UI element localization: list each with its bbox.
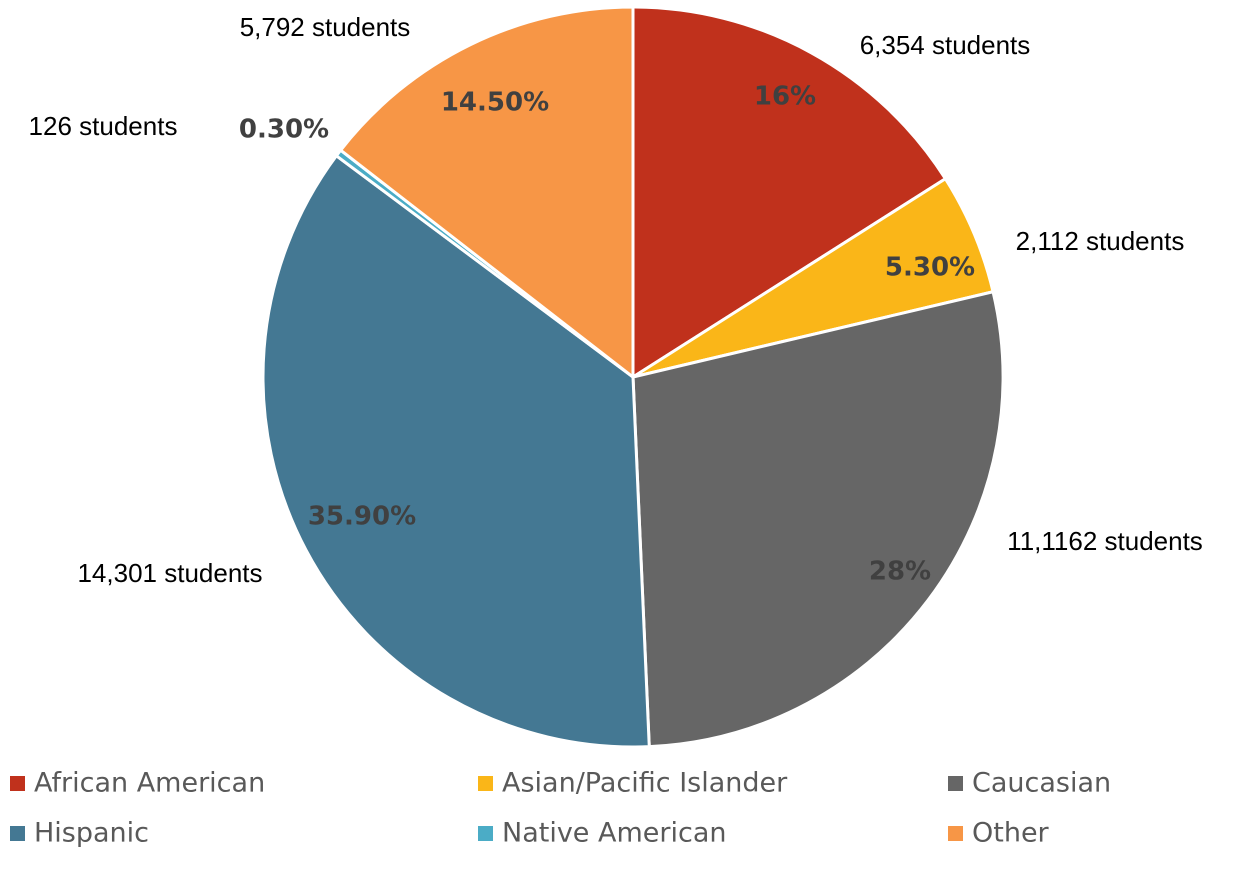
count-label: 2,112 students: [1016, 226, 1185, 256]
legend-label: Other: [972, 818, 1050, 849]
data-label: 0.30%: [239, 115, 329, 145]
legend-label: Asian/Pacific Islander: [502, 768, 788, 799]
pie-slice: [339, 5, 635, 379]
data-label: 28%: [869, 557, 931, 587]
count-label: 11,1162 students: [1007, 526, 1203, 556]
data-label: 14.50%: [441, 88, 549, 118]
legend-marker: [478, 776, 493, 791]
legend-label: Hispanic: [34, 818, 149, 849]
legend-marker: [478, 826, 493, 841]
data-label: 35.90%: [308, 502, 416, 532]
count-label: 126 students: [29, 111, 178, 141]
legend-marker: [10, 826, 25, 841]
data-label: 16%: [754, 82, 816, 112]
count-label: 6,354 students: [860, 30, 1031, 60]
pie-slice: [261, 154, 651, 749]
legend-marker: [948, 776, 963, 791]
pie-slice: [631, 5, 947, 379]
count-label: 5,792 students: [240, 12, 411, 42]
legend-marker: [948, 826, 963, 841]
legend-label: African American: [34, 768, 265, 799]
pie-slice: [631, 290, 1005, 749]
legend-marker: [10, 776, 25, 791]
legend-label: Native American: [502, 818, 727, 849]
count-label: 14,301 students: [77, 558, 262, 588]
legend-label: Caucasian: [972, 768, 1111, 799]
data-label: 5.30%: [885, 253, 975, 283]
